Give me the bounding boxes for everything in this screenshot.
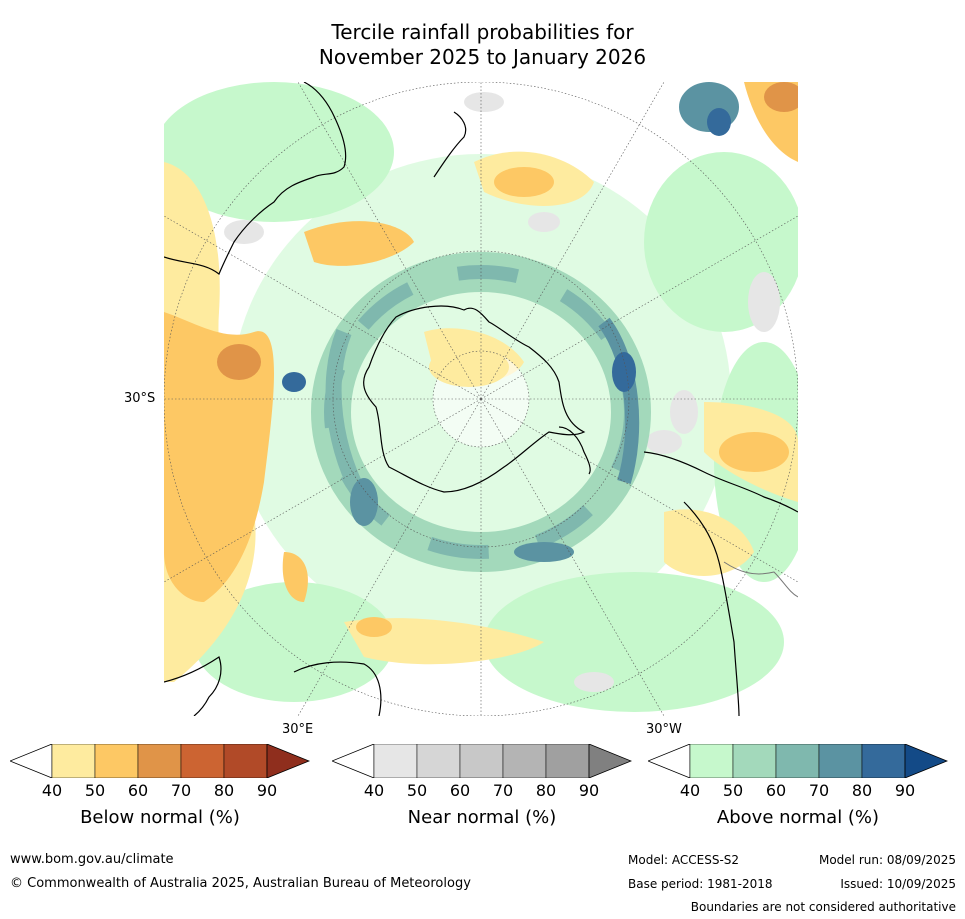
- cbar-above-4: [818, 743, 863, 779]
- cbar-near-0: [330, 743, 375, 779]
- cbar-near-1: [373, 743, 418, 779]
- cbar-near-6: [588, 743, 633, 779]
- australia-coastline: [164, 82, 347, 275]
- cbar-below-6: [266, 743, 311, 779]
- cbar-above-0: [646, 743, 691, 779]
- tick-label: 80: [213, 781, 235, 800]
- model-run: Model run: 08/09/2025: [818, 853, 956, 867]
- colorbar-below-normal: [8, 743, 311, 779]
- cbar-below-5: [223, 743, 268, 779]
- coastlines: [164, 82, 798, 716]
- above-normal-high-regions: [282, 82, 739, 562]
- model-name: Model: ACCESS-S2: [628, 853, 740, 867]
- tick-label: 40: [679, 781, 701, 800]
- madagascar-coastline: [293, 661, 382, 716]
- cbar-below-1: [51, 743, 96, 779]
- cbar-below-4: [180, 743, 225, 779]
- cbar-below-3: [137, 743, 182, 779]
- title-line-1: Tercile rainfall probabilities for: [331, 20, 634, 44]
- tick-label: 90: [256, 781, 278, 800]
- tick-label: 40: [363, 781, 385, 800]
- cbar-above-6: [904, 743, 949, 779]
- near-normal-regions: [190, 92, 780, 692]
- tick-label: 50: [406, 781, 428, 800]
- pole-below-normal: [429, 347, 509, 387]
- tick-label: 90: [578, 781, 600, 800]
- tick-label: 50: [84, 781, 106, 800]
- tick-label: 80: [851, 781, 873, 800]
- cbar-below-2: [94, 743, 139, 779]
- boundary-disclaimer: Boundaries are not considered authoritat…: [690, 900, 956, 914]
- issued-date: Issued: 10/09/2025: [840, 877, 956, 891]
- colorbar-near-normal: [330, 743, 633, 779]
- tick-label: 60: [127, 781, 149, 800]
- tick-label: 60: [765, 781, 787, 800]
- africa-coastline: [164, 656, 222, 716]
- cbar-above-2: [732, 743, 777, 779]
- title-line-2: November 2025 to January 2026: [318, 45, 647, 69]
- cbar-near-5: [545, 743, 590, 779]
- chart-title: Tercile rainfall probabilities for Novem…: [0, 20, 965, 70]
- longitude-label-30e: 30°E: [282, 722, 314, 737]
- tick-label: 90: [894, 781, 916, 800]
- colorbar-above-label: Above normal (%): [716, 807, 880, 828]
- tick-label: 70: [492, 781, 514, 800]
- cbar-above-3: [775, 743, 820, 779]
- south-america-coastline: [643, 451, 798, 513]
- cbar-near-2: [416, 743, 461, 779]
- tick-label: 70: [170, 781, 192, 800]
- cbar-near-4: [502, 743, 547, 779]
- tick-label: 70: [808, 781, 830, 800]
- colorbar-near-label: Near normal (%): [407, 807, 557, 828]
- boundaries: [723, 561, 798, 598]
- cbar-near-3: [459, 743, 504, 779]
- cbar-below-0: [8, 743, 53, 779]
- longitude-meridians: [164, 82, 798, 716]
- south-america-west-coast: [683, 501, 740, 716]
- cbar-above-1: [689, 743, 734, 779]
- antarctic-peninsula: [558, 426, 591, 475]
- base-period: Base period: 1981-2018: [628, 877, 773, 891]
- new-zealand-coastline: [433, 111, 467, 178]
- rainfall-probability-map: [164, 82, 798, 716]
- colorbar-below-label: Below normal (%): [80, 807, 240, 828]
- tick-label: 80: [535, 781, 557, 800]
- cbar-above-5: [861, 743, 906, 779]
- tick-label: 40: [41, 781, 63, 800]
- latitude-label: 30°S: [124, 391, 156, 406]
- antarctica-coastline: [363, 305, 586, 493]
- colorbar-above-normal: [646, 743, 949, 779]
- longitude-label-30w: 30°W: [646, 722, 682, 737]
- tick-label: 50: [722, 781, 744, 800]
- map-svg: [164, 82, 798, 716]
- tick-label: 60: [449, 781, 471, 800]
- copyright: © Commonwealth of Australia 2025, Austra…: [10, 876, 471, 891]
- source-url[interactable]: www.bom.gov.au/climate: [10, 852, 174, 867]
